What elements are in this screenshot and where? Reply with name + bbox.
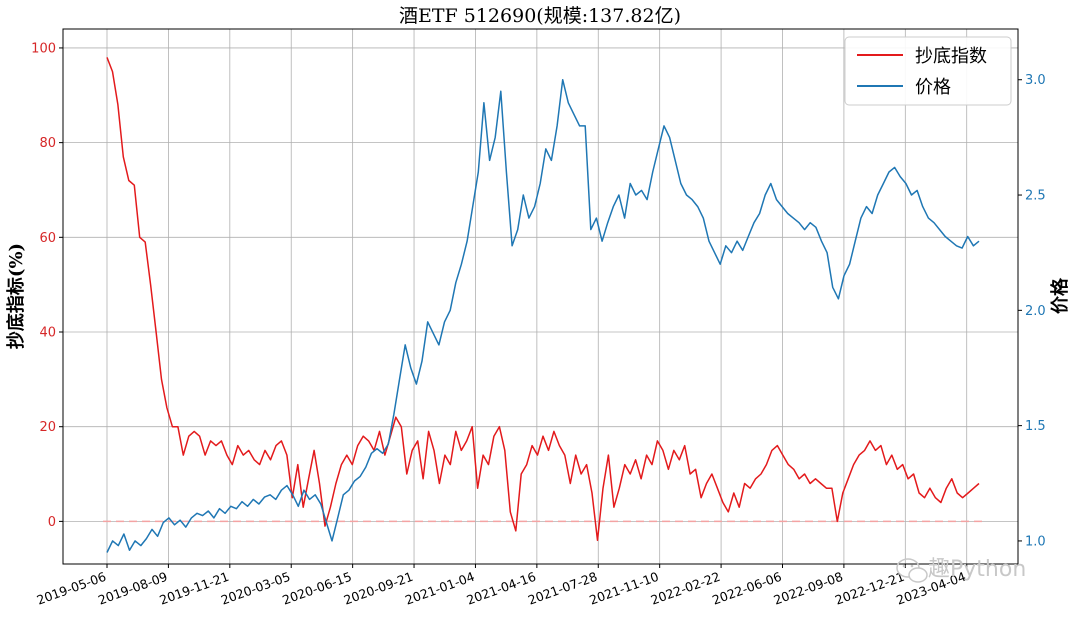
left-tick-label-4: 80 [39, 136, 56, 151]
x-tick-label-12: 2022-09-08 [772, 569, 845, 608]
x-tick-label-13: 2022-12-21 [833, 569, 906, 608]
left-tick-label-5: 100 [31, 41, 56, 56]
x-tick-label-11: 2022-06-06 [710, 569, 783, 608]
right-tick-label-1: 1.5 [1025, 419, 1046, 434]
right-tick-label-0: 1.0 [1025, 534, 1046, 549]
x-tick-label-5: 2020-09-21 [342, 569, 415, 608]
grid [63, 29, 1018, 564]
x-tick-label-10: 2022-02-22 [649, 569, 722, 608]
left-tick-label-1: 20 [39, 420, 56, 435]
x-tick-label-9: 2021-11-10 [587, 569, 660, 608]
x-axis: 2019-05-062019-08-092019-11-212020-03-05… [35, 564, 968, 608]
x-tick-label-6: 2021-01-04 [403, 569, 476, 608]
left-tick-label-3: 60 [39, 231, 56, 246]
watermark-text: 趣Python [928, 557, 1026, 582]
x-tick-label-4: 2020-06-15 [280, 569, 353, 608]
plot-frame [62, 28, 1019, 565]
right-tick-label-2: 2.0 [1025, 304, 1046, 319]
legend: 抄底指数 价格 [844, 36, 1012, 106]
series-line-0 [106, 57, 980, 542]
x-tick-label-8: 2021-07-28 [526, 569, 599, 608]
x-tick-label-0: 2019-05-06 [35, 569, 108, 608]
series-layer [106, 57, 980, 553]
left-axis-label: 抄底指标(%) [5, 243, 27, 349]
right-tick-label-4: 3.0 [1025, 73, 1046, 88]
chart-title: 酒ETF 512690(规模:137.82亿) [399, 5, 681, 27]
x-tick-label-2: 2019-11-21 [157, 569, 230, 608]
wechat-logo-icon [896, 558, 928, 583]
left-axis: 0 20 40 60 80 100 [31, 41, 63, 530]
legend-label-price: 价格 [915, 77, 951, 98]
right-axis-label: 价格 [1049, 277, 1071, 314]
legend-label-dip-index: 抄底指数 [915, 46, 987, 67]
x-tick-label-3: 2020-03-05 [219, 569, 292, 608]
left-tick-label-0: 0 [48, 515, 56, 530]
series-line-1 [106, 78, 980, 553]
x-tick-label-1: 2019-08-09 [96, 569, 169, 608]
watermark: 趣Python [896, 557, 1026, 583]
right-axis: 1.0 1.5 2.0 2.5 3.0 [1018, 73, 1046, 549]
left-tick-label-2: 40 [39, 326, 56, 341]
right-tick-label-3: 2.5 [1025, 189, 1046, 204]
x-tick-label-7: 2021-04-16 [464, 569, 537, 608]
